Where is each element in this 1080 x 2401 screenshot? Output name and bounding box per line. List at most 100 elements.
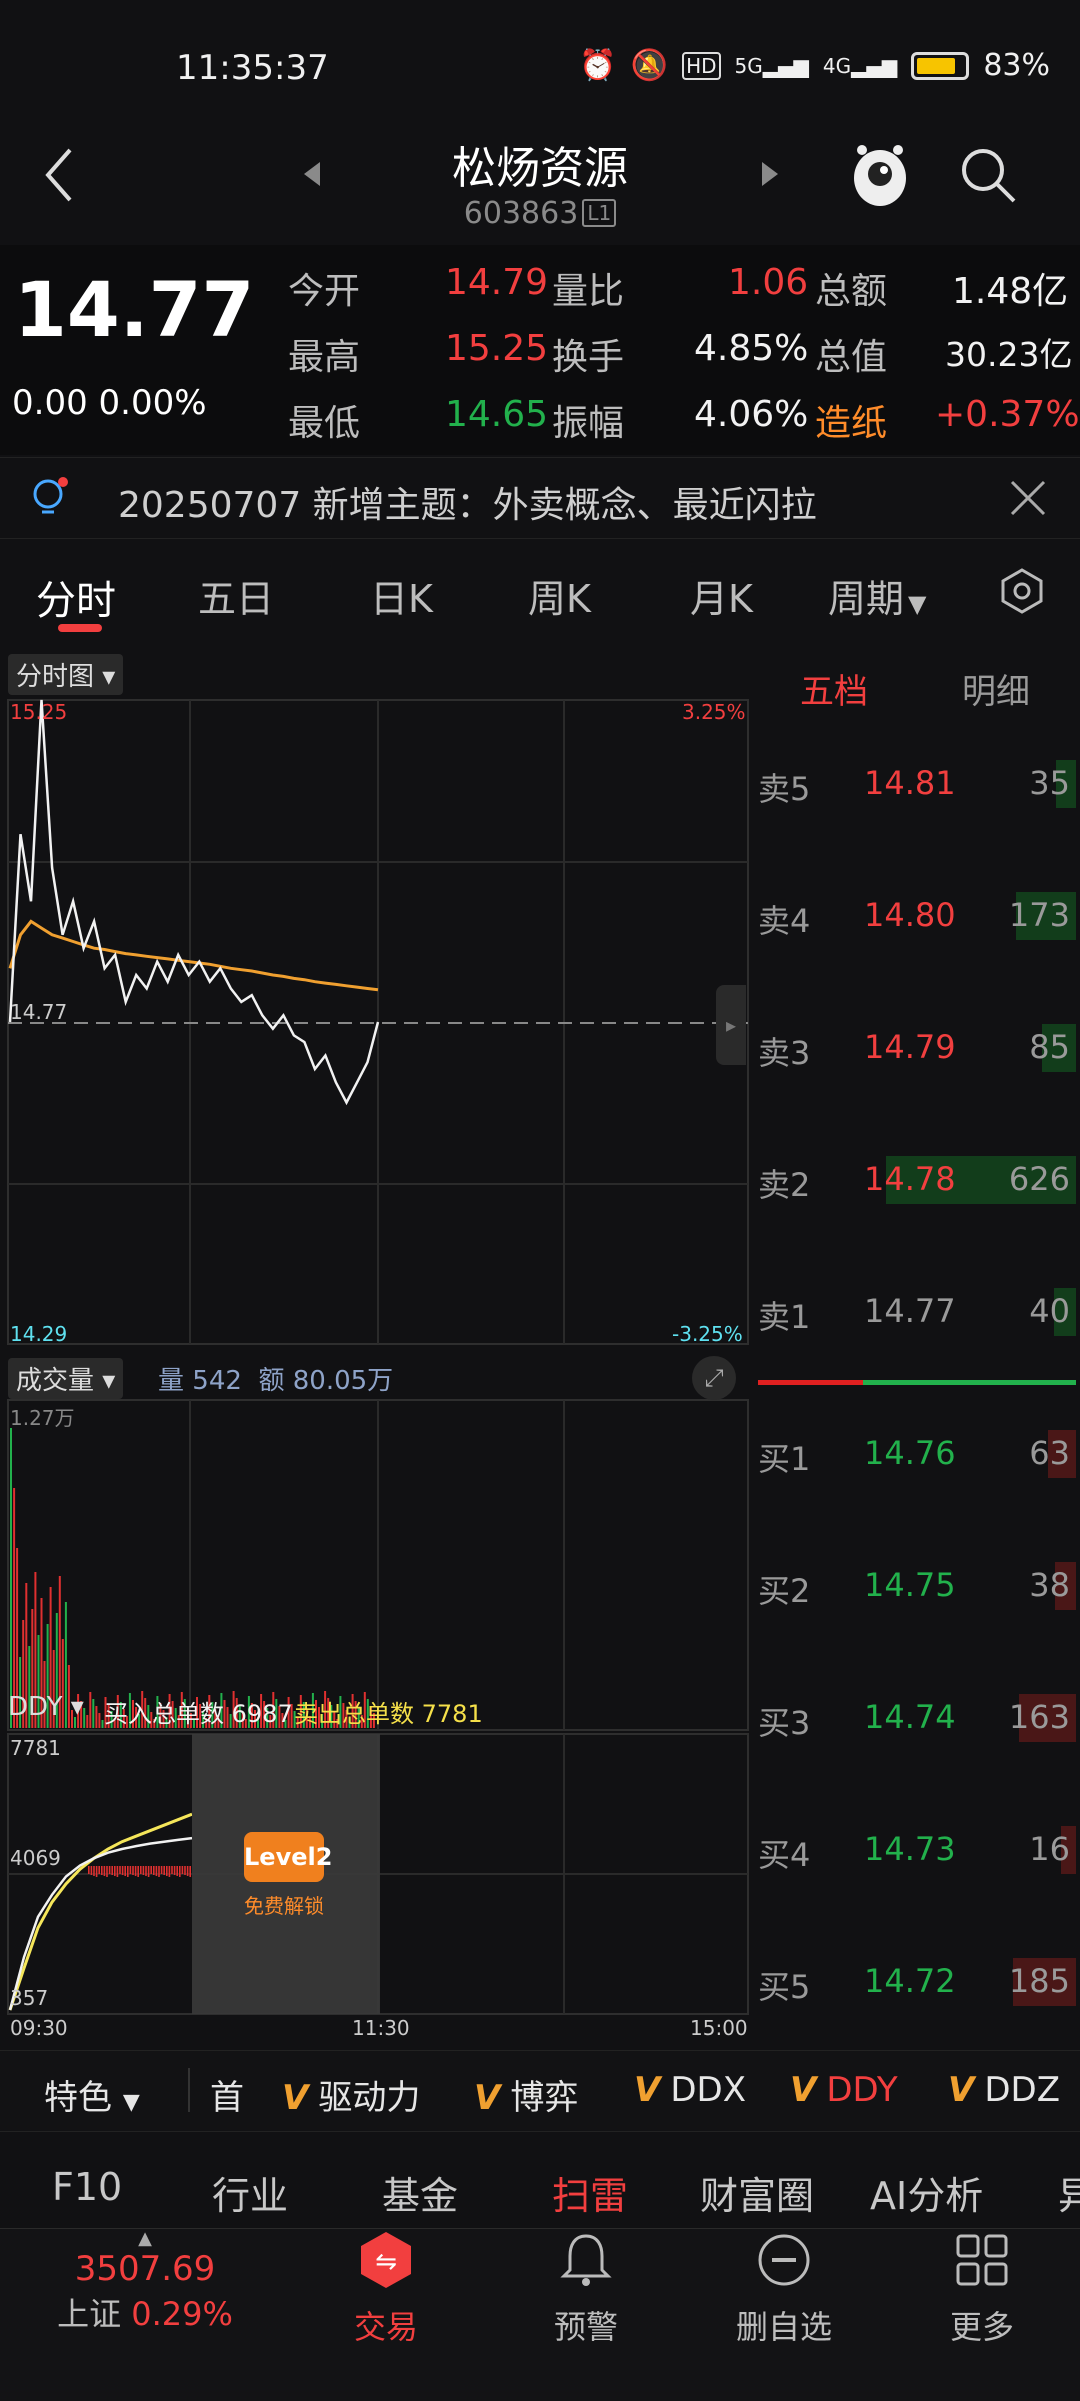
ddy-bar [137, 1866, 139, 1877]
volume-bar [244, 1719, 247, 1728]
sector-change: +0.37% [935, 394, 1080, 435]
price-line [8, 699, 380, 1106]
ask-row[interactable]: 卖1 14.77 40 [758, 1282, 1076, 1342]
volume-bar [28, 1646, 31, 1728]
ddy-bar [98, 1866, 100, 1874]
tab-month-k[interactable]: 月K [690, 577, 753, 621]
bid-row[interactable]: 买5 14.72 185 [758, 1952, 1076, 2012]
nav-alert[interactable]: 预警 [506, 2230, 666, 2348]
indicator-bar [0, 2050, 1080, 2132]
tab-five-day[interactable]: 五日 [198, 577, 275, 621]
prev-stock-icon[interactable] [300, 160, 324, 192]
search-icon[interactable] [958, 145, 1018, 209]
label-amplitude: 振幅 [552, 403, 625, 444]
ddy-y-top: 7781 [10, 1736, 61, 1760]
indicator-ddx[interactable]: V DDX [634, 2070, 746, 2110]
bid-row[interactable]: 买4 14.73 16 [758, 1820, 1076, 1880]
settings-hex-icon[interactable] [998, 567, 1046, 619]
signal-4g-icon: 4G▂▄▆ [822, 53, 898, 78]
ddy-menu[interactable]: DDY ▾ [8, 1692, 84, 1722]
bell-icon [560, 2234, 612, 2286]
sector-link[interactable]: 造纸 [815, 403, 888, 444]
nav-remove-watchlist[interactable]: 删自选 [704, 2230, 864, 2348]
tab-industry[interactable]: 行业 [212, 2174, 289, 2218]
volume-bar [49, 1587, 52, 1728]
volume-bar [232, 1691, 235, 1728]
tab-five-levels[interactable]: 五档 [800, 672, 868, 712]
volume-bar [272, 1692, 275, 1728]
tab-day-k[interactable]: 日K [370, 577, 433, 621]
stock-name: 松炀资源 [452, 143, 628, 194]
next-stock-icon[interactable] [758, 160, 782, 192]
ask-row[interactable]: 卖5 14.81 35 [758, 754, 1076, 814]
volume-bar [77, 1694, 80, 1728]
indicator-ddz[interactable]: V DDZ [948, 2070, 1060, 2110]
volume-max-label: 1.27万 [10, 1406, 75, 1430]
ask-row[interactable]: 卖4 14.80 173 [758, 886, 1076, 946]
ddy-sell-line [8, 1836, 193, 2011]
indicator-partial[interactable]: 首 [210, 2078, 244, 2118]
intraday-chart[interactable] [0, 648, 750, 2048]
mascot-icon[interactable] [848, 140, 912, 214]
ddy-bar [101, 1866, 103, 1875]
notice-bar[interactable]: 20250707 新增主题：外卖概念、最近闪拉 [0, 457, 1080, 539]
tab-period[interactable]: 周期 ▼ [828, 577, 927, 621]
ddy-y-bot: 357 [10, 1986, 49, 2010]
tab-intraday[interactable]: 分时 [36, 578, 116, 624]
indicator-ddy[interactable]: V DDY [790, 2070, 898, 2110]
volume-bar [144, 1698, 147, 1728]
volume-bar [132, 1700, 134, 1728]
volume-bar [10, 1428, 12, 1728]
fullscreen-icon[interactable]: ⤢ [692, 1356, 736, 1400]
nav-more[interactable]: 更多 [902, 2230, 1062, 2348]
tab-fund[interactable]: 基金 [382, 2174, 459, 2218]
tab-week-k[interactable]: 周K [528, 577, 591, 621]
ask-volume-bar [886, 1156, 1076, 1204]
tab-details[interactable]: 明细 [962, 672, 1030, 712]
volume-bar [80, 1701, 83, 1728]
ddy-bar [90, 1866, 93, 1875]
bid-volume-bar [1061, 1826, 1076, 1874]
ask-row[interactable]: 卖3 14.79 85 [758, 1018, 1076, 1078]
bid-row[interactable]: 买3 14.74 163 [758, 1688, 1076, 1748]
tab-more-partial[interactable]: 异 [1058, 2174, 1080, 2218]
ask-label: 卖5 [758, 770, 811, 808]
indicator-drive[interactable]: V 驱动力 [282, 2078, 421, 2118]
expand-handle[interactable]: ▸ [716, 985, 746, 1065]
back-icon[interactable] [40, 145, 80, 205]
volume-bar [229, 1714, 232, 1728]
indicator-game[interactable]: V 博弈 [474, 2078, 579, 2118]
level2-badge[interactable]: Level2 [244, 1832, 332, 1882]
caret-up-icon: ▲ [138, 2228, 152, 2249]
high-value: 15.25 [445, 328, 549, 369]
volume-bar [369, 1706, 372, 1728]
tab-wealth-circle[interactable]: 财富圈 [700, 2174, 815, 2218]
ddy-bars [88, 1866, 191, 1877]
volume-bar [214, 1709, 217, 1728]
close-icon[interactable] [1010, 480, 1046, 520]
ask-label: 卖1 [758, 1298, 811, 1336]
tab-ai-analysis[interactable]: AI分析 [870, 2174, 984, 2218]
ddy-bar [145, 1866, 147, 1876]
average-price-line [8, 919, 379, 992]
bid-row[interactable]: 买1 14.76 63 [758, 1424, 1076, 1484]
feature-menu[interactable]: 特色 ▼ [44, 2078, 140, 2118]
bid-volume: 16 [1029, 1830, 1070, 1868]
amplitude-value: 4.06% [694, 394, 809, 435]
nav-trade[interactable]: ⇋ 交易 [306, 2230, 466, 2348]
ask-row[interactable]: 卖2 14.78 626 [758, 1150, 1076, 1210]
volume-bar [98, 1713, 101, 1728]
volume-bar [43, 1661, 46, 1728]
volume-menu[interactable]: 成交量 ▾ [8, 1358, 124, 1399]
ddy-bar [127, 1866, 129, 1877]
volume-bar [110, 1711, 113, 1728]
bulb-icon [30, 476, 70, 524]
volume-bar [74, 1717, 76, 1728]
level2-unlock-text[interactable]: 免费解锁 [244, 1894, 324, 1918]
index-quote[interactable]: ▲ 3507.69 上证 0.29% [30, 2228, 260, 2335]
volume-bar [263, 1701, 266, 1728]
tab-risk-scan[interactable]: 扫雷 [552, 2174, 629, 2218]
bid-row[interactable]: 买2 14.75 38 [758, 1556, 1076, 1616]
tab-f10[interactable]: F10 [52, 2165, 123, 2209]
chart-type-menu[interactable]: 分时图 ▾ [8, 654, 124, 695]
